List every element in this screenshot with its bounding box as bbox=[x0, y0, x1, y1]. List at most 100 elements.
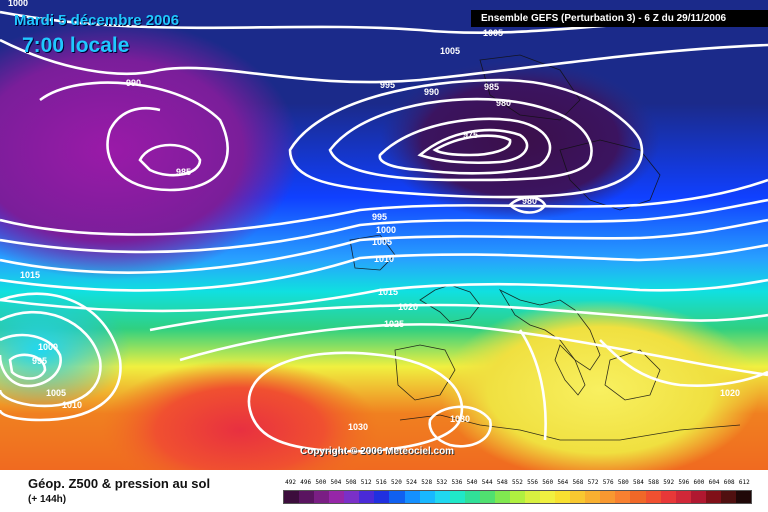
legend-swatch bbox=[720, 491, 736, 503]
legend-swatch bbox=[645, 491, 661, 503]
isobar-label: 995 bbox=[380, 80, 395, 90]
legend-swatch bbox=[479, 491, 495, 503]
legend-swatch bbox=[600, 491, 616, 503]
legend-tick-label: 552 bbox=[512, 479, 523, 486]
legend-tick-label: 532 bbox=[436, 479, 448, 486]
legend-swatch bbox=[374, 491, 390, 503]
isobar-label: 995 bbox=[372, 212, 387, 222]
isobar-label: 985 bbox=[484, 82, 499, 92]
legend-tick-label: 592 bbox=[663, 479, 675, 486]
legend-tick-label: 564 bbox=[557, 479, 569, 486]
legend-tick-label: 584 bbox=[633, 479, 644, 486]
isobar-label: 1015 bbox=[20, 270, 40, 280]
legend-swatch bbox=[615, 491, 631, 503]
isobar-label: 1010 bbox=[374, 254, 394, 264]
isobar-label: 1015 bbox=[378, 287, 398, 297]
copyright-notice: Copyright © 2006 Meteociel.com bbox=[300, 446, 455, 457]
legend-swatch bbox=[344, 491, 360, 503]
legend-tick-label: 544 bbox=[481, 479, 493, 486]
geopotential-yellow-east bbox=[440, 300, 760, 470]
legend-tick-label: 580 bbox=[617, 479, 629, 486]
legend-swatch bbox=[329, 491, 345, 503]
isobar-label: 1025 bbox=[384, 319, 404, 329]
forecast-time: 7:00 locale bbox=[22, 34, 130, 57]
legend-tick-label: 604 bbox=[708, 479, 720, 486]
isobar-label: 1030 bbox=[450, 414, 470, 424]
isobar-label: 980 bbox=[522, 196, 537, 206]
legend-tick-label: 520 bbox=[391, 479, 402, 486]
legend-tick-label: 528 bbox=[421, 479, 433, 486]
isobar-label: 1000 bbox=[38, 342, 58, 352]
isobar-label: 995 bbox=[32, 356, 47, 366]
isobar-label: 1005 bbox=[483, 28, 503, 38]
legend-swatch bbox=[630, 491, 646, 503]
legend-color-bar bbox=[283, 490, 752, 504]
isobar-label: 980 bbox=[496, 98, 511, 108]
legend-tick-label: 576 bbox=[602, 479, 614, 486]
color-scale-legend: 492 496 500 504 508 512 516 520 524 528 532 536 540 5… bbox=[283, 479, 752, 505]
isobar-label: 990 bbox=[126, 78, 141, 88]
legend-swatch bbox=[735, 491, 751, 503]
product-title: Géop. Z500 & pression au sol bbox=[28, 476, 211, 491]
geopotential-red-high bbox=[100, 360, 380, 470]
legend-tick-label: 596 bbox=[678, 479, 690, 486]
legend-tick-label: 588 bbox=[648, 479, 659, 486]
legend-tick-label: 536 bbox=[451, 479, 463, 486]
legend-tick-label: 492 bbox=[285, 479, 296, 486]
legend-swatch bbox=[690, 491, 706, 503]
isobar-label: 1000 bbox=[376, 225, 396, 235]
legend-swatch bbox=[555, 491, 571, 503]
forecast-date: Mardi 5 décembre 2006 bbox=[14, 12, 180, 29]
legend-swatch bbox=[675, 491, 691, 503]
legend-swatch bbox=[359, 491, 375, 503]
legend-swatch bbox=[299, 491, 315, 503]
legend-swatch bbox=[389, 491, 405, 503]
legend-ticks: 492 496 500 504 508 512 516 520 524 528 532 536 540 5… bbox=[283, 479, 752, 488]
map-footer: Géop. Z500 & pression au sol (+ 144h) 49… bbox=[0, 470, 768, 512]
isobar-label: 1020 bbox=[398, 302, 418, 312]
legend-swatch bbox=[434, 491, 450, 503]
legend-tick-label: 612 bbox=[738, 479, 750, 486]
legend-swatch bbox=[705, 491, 721, 503]
legend-tick-label: 600 bbox=[693, 479, 705, 486]
legend-tick-label: 524 bbox=[406, 479, 417, 486]
isobar-label: 990 bbox=[424, 87, 439, 97]
legend-swatch bbox=[525, 491, 541, 503]
isobar-label: 1005 bbox=[440, 46, 460, 56]
legend-tick-label: 500 bbox=[315, 479, 327, 486]
legend-swatch bbox=[570, 491, 586, 503]
legend-tick-label: 568 bbox=[572, 479, 584, 486]
legend-swatch bbox=[660, 491, 676, 503]
legend-swatch bbox=[464, 491, 480, 503]
legend-swatch bbox=[449, 491, 465, 503]
legend-swatch bbox=[509, 491, 525, 503]
legend-swatch bbox=[284, 491, 300, 503]
legend-swatch bbox=[540, 491, 556, 503]
legend-tick-label: 512 bbox=[360, 479, 372, 486]
weather-map: 1000 995 990 985 975 980 1005 990 985 99… bbox=[0, 0, 768, 470]
legend-tick-label: 572 bbox=[587, 479, 599, 486]
isobar-label: 985 bbox=[176, 167, 191, 177]
legend-swatch bbox=[585, 491, 601, 503]
lead-time: (+ 144h) bbox=[28, 494, 67, 505]
model-run-info: Ensemble GEFS (Perturbation 3) - 6 Z du … bbox=[471, 10, 768, 27]
legend-tick-label: 540 bbox=[466, 479, 478, 486]
legend-tick-label: 496 bbox=[300, 479, 312, 486]
legend-tick-label: 508 bbox=[345, 479, 357, 486]
isobars bbox=[0, 10, 768, 453]
coastlines bbox=[349, 54, 741, 441]
legend-swatch bbox=[314, 491, 330, 503]
legend-swatch bbox=[494, 491, 510, 503]
legend-tick-label: 556 bbox=[527, 479, 538, 486]
legend-tick-label: 504 bbox=[330, 479, 342, 486]
legend-swatch bbox=[404, 491, 420, 503]
isobar-label: 1005 bbox=[372, 237, 392, 247]
isobar-labels: 1000 995 990 985 975 980 1005 990 985 99… bbox=[8, 0, 740, 432]
isobar-label: 975 bbox=[463, 130, 478, 140]
legend-tick-label: 560 bbox=[542, 479, 554, 486]
legend-tick-label: 516 bbox=[375, 479, 387, 486]
legend-swatch bbox=[419, 491, 435, 503]
isobar-label: 1005 bbox=[46, 388, 66, 398]
legend-tick-label: 548 bbox=[496, 479, 508, 486]
